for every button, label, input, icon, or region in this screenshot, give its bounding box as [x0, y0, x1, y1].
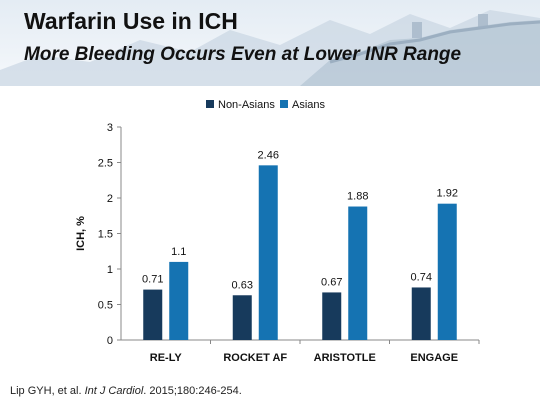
data-label-rocket-af-asians: 2.46: [258, 149, 279, 161]
legend-swatch-non-asians: [206, 100, 214, 108]
y-tick-label: 0.5: [98, 300, 113, 312]
citation: Lip GYH, et al. Int J Cardiol. 2015;180:…: [10, 385, 242, 397]
y-axis-label: ICH, %: [75, 216, 87, 251]
bar-aristotle-asians: [348, 206, 368, 340]
y-tick-label: 1: [107, 264, 113, 276]
data-label-rocket-af-non-asians: 0.63: [232, 279, 253, 291]
slide-subtitle: More Bleeding Occurs Even at Lower INR R…: [24, 44, 462, 65]
slide-title: Warfarin Use in ICH: [24, 8, 238, 34]
y-tick-label: 3: [107, 122, 113, 134]
bar-rocket-af-non-asians: [232, 295, 252, 340]
data-label-re-ly-non-asians: 0.71: [142, 274, 163, 286]
legend-label-asians: Asians: [292, 99, 326, 111]
data-label-re-ly-asians: 1.1: [171, 246, 186, 258]
legend-label-non-asians: Non-Asians: [218, 99, 275, 111]
bar-rocket-af-asians: [258, 165, 278, 340]
bar-engage-non-asians: [411, 287, 431, 340]
x-tick-label-engage: ENGAGE: [410, 352, 458, 364]
y-tick-label: 2.5: [98, 158, 113, 170]
x-tick-label-aristotle: ARISTOTLE: [314, 352, 376, 364]
bar-chart: Non-Asians Asians 0 0.5 1 1.5 2 2.5 3 ICH, % 0.71 1…: [75, 99, 480, 364]
x-tick-label-rocket-af: ROCKET AF: [223, 352, 287, 364]
data-label-aristotle-asians: 1.88: [347, 191, 368, 203]
data-label-aristotle-non-asians: 0.67: [321, 276, 342, 288]
bar-re-ly-non-asians: [143, 289, 163, 340]
legend-swatch-asians: [280, 100, 288, 108]
great-wall-background-image: [0, 10, 540, 86]
x-tick-label-re-ly: RE-LY: [150, 352, 183, 364]
data-label-engage-non-asians: 0.74: [411, 271, 432, 283]
bar-aristotle-non-asians: [322, 292, 342, 340]
citation-details: . 2015;180:246-254.: [143, 385, 242, 397]
bar-engage-asians: [437, 203, 457, 340]
citation-authors: Lip GYH, et al.: [10, 385, 85, 397]
y-tick-label: 0: [107, 335, 113, 347]
citation-journal: Int J Cardiol: [84, 385, 144, 397]
bar-re-ly-asians: [169, 261, 189, 340]
header-banner: Warfarin Use in ICH More Bleeding Occurs…: [0, 0, 540, 86]
y-tick-label: 2: [107, 193, 113, 205]
data-label-engage-asians: 1.92: [437, 188, 458, 200]
y-tick-label: 1.5: [98, 229, 113, 241]
